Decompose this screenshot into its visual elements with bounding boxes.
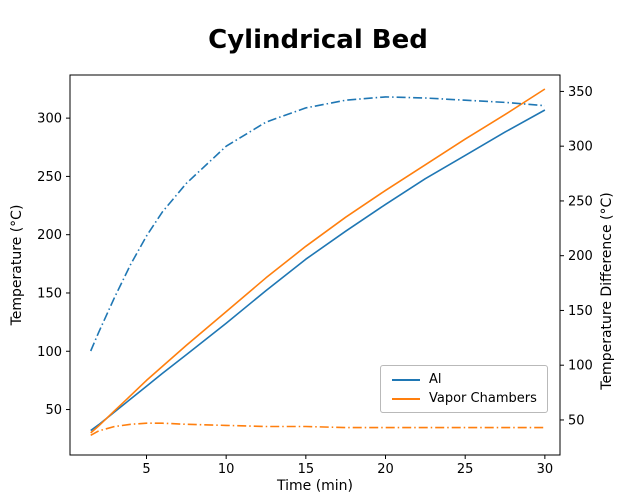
y-axis-right-ticks: 50 100 150 200 250 300 350	[560, 85, 593, 428]
x-axis-label: Time (min)	[276, 478, 354, 494]
y-left-tick-label: 250	[37, 170, 62, 185]
legend-entry-al: Al	[381, 372, 547, 387]
legend-entry-vapor-chambers: Vapor Chambers	[381, 391, 547, 406]
x-tick-label: 20	[377, 462, 394, 477]
legend: Al Vapor Chambers	[380, 365, 548, 413]
y-left-tick-label: 50	[45, 403, 62, 418]
chart-title: Cylindrical Bed	[208, 25, 428, 55]
y-right-tick-label: 200	[568, 249, 593, 264]
y-right-tick-label: 350	[568, 85, 593, 100]
y-axis-left-ticks: 50 100 150 200 250 300	[37, 112, 70, 418]
plot-frame	[69, 74, 561, 456]
y-axis-label-left: Temperature (°C)	[9, 204, 25, 326]
series-al	[90, 109, 546, 432]
x-tick-label: 5	[142, 462, 150, 477]
y-right-tick-label: 150	[568, 304, 593, 319]
y-left-tick-label: 300	[37, 112, 62, 127]
x-tick-label: 15	[298, 462, 315, 477]
x-tick-label: 10	[218, 462, 235, 477]
y-left-tick-label: 150	[37, 286, 62, 301]
series-vapor-chambers-temperature-difference	[90, 422, 545, 437]
y-axis-label-right: Temperature Difference (°C)	[599, 192, 615, 390]
y-right-tick-label: 300	[568, 140, 593, 155]
series-vapor-chambers	[90, 88, 546, 434]
y-left-tick-label: 200	[37, 228, 62, 243]
y-right-tick-label: 100	[568, 359, 593, 374]
y-left-tick-label: 100	[37, 345, 62, 360]
legend-label-vapor-chambers: Vapor Chambers	[429, 391, 537, 406]
y-right-tick-label: 250	[568, 194, 593, 209]
vapor-chambers-line-sample	[392, 397, 420, 400]
x-tick-label: 30	[537, 462, 554, 477]
y-right-tick-label: 50	[568, 413, 585, 428]
x-axis-ticks: 5 10 15 20 25 30	[142, 455, 553, 477]
x-tick-label: 25	[457, 462, 474, 477]
legend-label-al: Al	[429, 372, 442, 387]
al-line-sample	[392, 378, 420, 381]
series-al-temperature-difference	[89, 96, 545, 352]
